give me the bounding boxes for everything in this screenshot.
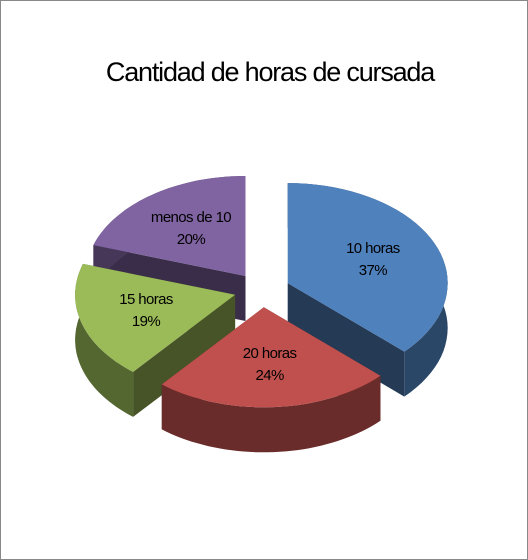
data-label-name: menos de 10 (151, 209, 231, 226)
slice-top (287, 183, 448, 352)
slice-rim (161, 375, 381, 453)
data-label-name: 15 horas (119, 291, 173, 308)
slice-edge (287, 283, 405, 397)
data-label-name: 10 horas (346, 240, 400, 257)
slice (161, 307, 381, 453)
data-label-value: 24% (255, 367, 283, 384)
slice (287, 183, 448, 397)
slice-top (93, 176, 246, 276)
data-label-value: 37% (359, 262, 387, 279)
data-label-name: 20 horas (243, 345, 297, 362)
chart-title: Cantidad de horas de cursada (106, 57, 436, 87)
slice-top (75, 263, 236, 372)
slice-rim (75, 263, 134, 417)
slice (75, 263, 236, 417)
data-label-value: 20% (177, 231, 205, 248)
slice-top (161, 307, 381, 408)
data-label-value: 19% (132, 313, 160, 330)
